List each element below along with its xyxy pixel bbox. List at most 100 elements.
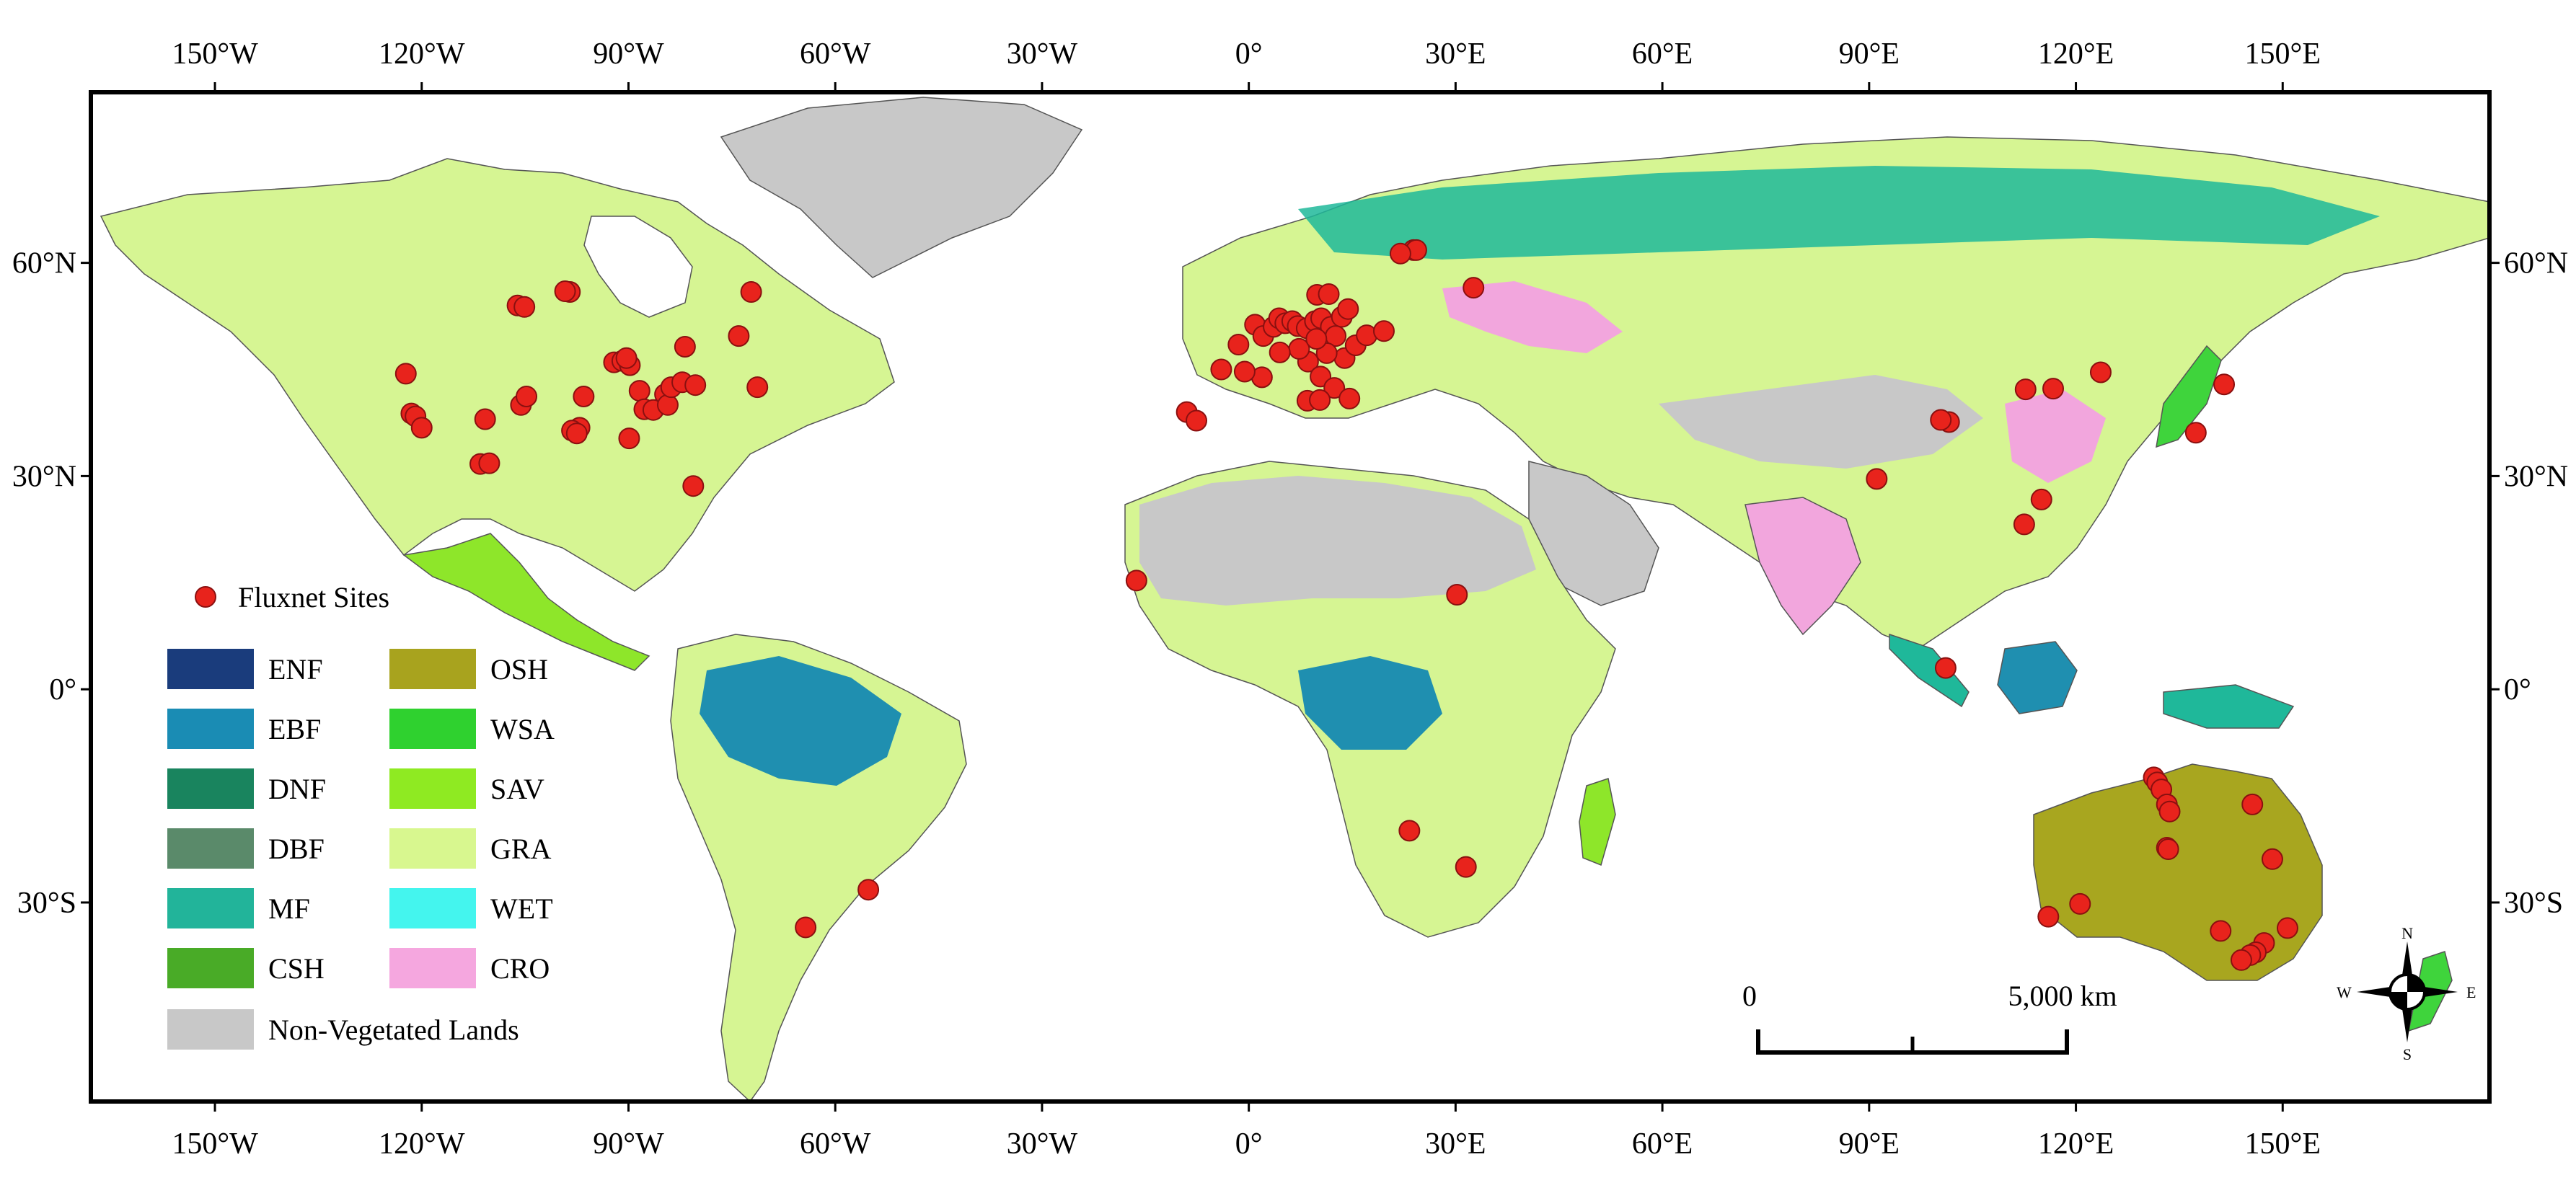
hudson-bay-water [583,216,693,318]
fluxnet-site-marker [1337,298,1359,320]
lat-tick-label-right: 0° [2504,673,2531,706]
fluxnet-site-marker [1934,657,1957,679]
fluxnet-site-marker [394,363,417,385]
fluxnet-site-marker [1446,584,1468,606]
amazon-ebf-region [700,656,901,786]
lon-tick-label-bottom: 90°E [1839,1127,1900,1161]
compass-center-fill [2390,975,2425,1009]
legend-swatch-osh [389,649,476,689]
fluxnet-site-marker [1269,341,1291,363]
lon-tick-label-top: 60°W [800,37,871,71]
fluxnet-site-marker [1125,569,1147,592]
lon-tick-label-bottom: 120°W [379,1127,465,1161]
fluxnet-site-marker [2276,917,2298,939]
fluxnet-site-marker [682,475,705,497]
legend-swatch-gra [389,828,476,869]
fluxnet-site-marker [857,879,880,901]
fluxnet-site-marker [795,916,817,939]
fluxnet-site-marker [684,374,707,396]
fluxnet-site-marker [513,296,536,318]
legend-label-dbf: DBF [268,833,325,865]
congo-ebf-region [1298,656,1442,750]
lon-tick-label-top: 60°E [1632,37,1693,71]
lon-tick-label-top: 30°E [1425,37,1486,71]
scale-start-label: 0 [1742,980,1757,1012]
fluxnet-site-marker [1227,334,1250,355]
fluxnet-site-marker [2069,892,2091,915]
borneo-land [1997,641,2078,714]
fluxnet-site-marker [746,376,769,399]
fluxnet-site-marker [2230,949,2252,971]
legend-swatch-ebf [167,709,254,749]
legend-label-cro: CRO [490,952,550,985]
legend-swatch-mf [167,888,254,928]
fluxnet-site-marker [410,417,433,439]
fluxnet-site-marker [573,385,595,407]
legend-swatch-csh [167,948,254,988]
legend-label-gra: GRA [490,833,552,865]
lat-tick-label-left: 60°N [12,247,76,280]
fluxnet-site-marker [1305,328,1328,350]
fluxnet-site-marker [1338,387,1361,409]
sahara-nonveg [1139,476,1536,606]
fluxnet-site-marker [2042,378,2065,400]
fluxnet-sites-layer [394,239,2298,971]
lon-tick-label-bottom: 30°W [1007,1127,1078,1161]
fluxnet-site-marker [618,427,640,450]
madagascar-land [1579,778,1616,866]
lon-tick-label-bottom: 120°E [2038,1127,2114,1161]
legend: Fluxnet Sites ENF EBF DNF DBF MF CSH OSH WSA SA… [167,581,555,1050]
fluxnet-site-marker [1323,377,1346,399]
legend-column-1: ENF EBF DNF DBF MF CSH [167,649,326,988]
legend-swatch-wsa [389,709,476,749]
legend-label-dnf: DNF [268,773,326,805]
fluxnet-site-marker [1210,358,1232,381]
lon-tick-label-top: 120°W [379,37,465,71]
scale-bar: 0 5,000 km [1742,980,2117,1055]
legend-nonveg-label: Non-Vegetated Lands [268,1014,519,1046]
legend-swatch-dbf [167,828,254,869]
legend-swatch-sav [389,768,476,809]
fluxnet-site-marker [2158,800,2181,823]
lon-tick-label-bottom: 0° [1235,1127,1263,1161]
compass-n-label: N [2401,924,2413,942]
north-arrow-compass: N S E W [2337,924,2476,1063]
central-america-land [402,533,650,671]
legend-label-enf: ENF [268,653,323,686]
lon-tick-label-top: 150°E [2245,37,2321,71]
map-content [100,97,2489,1101]
legend-swatch-dnf [167,768,254,809]
new-guinea-land [2163,684,2295,729]
australia-land [2033,763,2323,981]
legend-swatch-cro [389,948,476,988]
fluxnet-site-marker [674,335,696,358]
lat-ticks-left: 60°N 30°N 0° 30°S [12,247,91,920]
lat-tick-label-left: 30°S [17,887,76,920]
fluxnet-site-marker [1866,468,1888,490]
lon-tick-label-bottom: 30°E [1425,1127,1486,1161]
fluxnet-site-marker [2157,838,2179,860]
lon-tick-label-bottom: 150°E [2245,1127,2321,1161]
sumatra-land [1889,633,1970,708]
legend-label-csh: CSH [268,952,325,985]
fluxnet-site-marker [2210,920,2232,942]
legend-swatch-enf [167,649,254,689]
lon-tick-label-top: 90°E [1839,37,1900,71]
legend-column-2: OSH WSA SAV GRA WET CRO [389,649,555,988]
legend-sites-label: Fluxnet Sites [238,581,389,613]
lon-ticks-bottom: 150°W 120°W 90°W 60°W 30°W 0° 30°E 60°E 90°E 120°… [172,1101,2321,1161]
legend-label-ebf: EBF [268,713,321,745]
fluxnet-site-marker [628,380,650,402]
legend-label-wsa: WSA [490,713,555,745]
legend-site-marker [195,586,216,608]
lon-tick-label-top: 30°W [1007,37,1078,71]
fluxnet-site-marker [516,385,538,407]
fluxnet-site-marker [2089,361,2112,384]
fluxnet-site-marker [1398,820,1421,842]
lon-ticks-top: 150°W 120°W 90°W 60°W 30°W 0° 30°E 60°E 90°E 120°… [172,37,2321,92]
lat-tick-label-right: 30°S [2504,887,2563,920]
fluxnet-site-marker [2013,513,2035,536]
fluxnet-site-marker [478,452,500,474]
lat-tick-label-left: 0° [49,673,76,706]
